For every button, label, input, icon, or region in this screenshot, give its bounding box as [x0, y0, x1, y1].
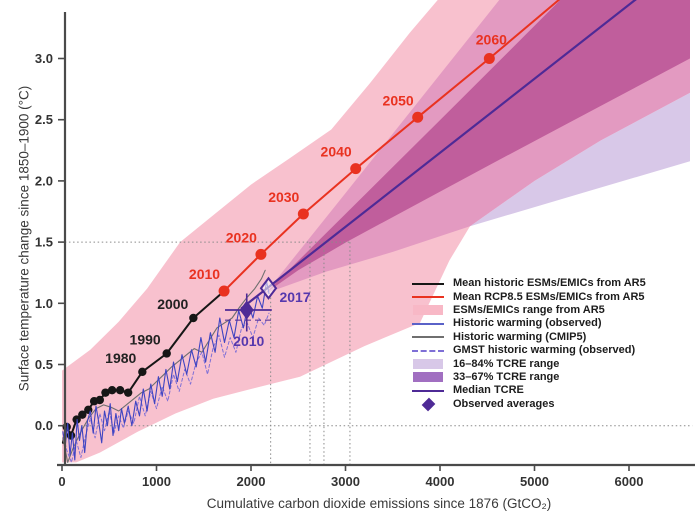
x-tick-label: 3000 — [331, 474, 360, 489]
legend-swatch-line-icon — [412, 332, 444, 343]
legend-swatch-fill-icon — [412, 359, 444, 370]
series-mean-historic-esm-emics-ar5-dot — [162, 349, 171, 358]
y-tick-label: 2.0 — [35, 173, 53, 188]
legend-label: Mean historic ESMs/EMICs from AR5 — [453, 277, 646, 290]
legend-item-4: Historic warming (observed) — [412, 317, 694, 330]
legend-item-1: Mean historic ESMs/EMICs from AR5 — [412, 277, 694, 290]
series-median-tcre — [240, 0, 637, 310]
band-tcre-16-84-in-esm-lower — [265, 58, 690, 294]
legend-swatch-line-icon — [412, 385, 444, 396]
series-mean-historic-esm-emics-ar5 — [61, 290, 226, 444]
legend-label: Observed averages — [453, 397, 555, 410]
year-label-2030: 2030 — [268, 189, 299, 205]
legend: Mean historic ESMs/EMICs from AR5 Mean RC… — [412, 277, 694, 412]
series-mean-rcp85-esm-emics-ar5-dot — [350, 163, 362, 175]
y-tick-label: 1.5 — [35, 235, 53, 250]
year-label-2040: 2040 — [321, 144, 352, 160]
legend-label: 16–84% TCRE range — [453, 357, 560, 370]
x-tick-label: 0 — [58, 474, 65, 489]
legend-label: Mean RCP8.5 ESMs/EMICs from AR5 — [453, 290, 645, 303]
series-mean-rcp85-esm-emics-ar5-dot — [255, 248, 267, 260]
series-mean-historic-esm-emics-ar5-dot — [107, 386, 117, 395]
x-tick-label: 1000 — [142, 474, 171, 489]
y-tick-label: 2.5 — [35, 112, 53, 127]
legend-label: GMST historic warming (observed) — [453, 344, 636, 357]
y-tick-label: 0.0 — [35, 418, 53, 433]
series-mean-historic-esm-emics-ar5-dot — [101, 388, 110, 397]
legend-item-3: ESMs/EMICs range from AR5 — [412, 304, 694, 317]
year-label-2017: 2017 — [279, 289, 310, 305]
legend-swatch-line-icon — [412, 292, 444, 303]
year-label-2020: 2020 — [226, 229, 257, 245]
x-axis-title: Cumulative carbon dioxide emissions sinc… — [206, 496, 552, 511]
year-label-2060: 2060 — [476, 32, 507, 48]
series-mean-historic-esm-emics-ar5-dot — [84, 405, 93, 414]
legend-item-2: Mean RCP8.5 ESMs/EMICs from AR5 — [412, 290, 694, 303]
legend-item-5: Historic warming (CMIP5) — [412, 331, 694, 344]
legend-swatch-line-icon — [412, 278, 444, 289]
y-axis-title: Surface temperature change since 1850–19… — [16, 85, 32, 392]
legend-swatch-diamond-icon — [412, 397, 444, 412]
series-mean-historic-esm-emics-ar5-dot — [138, 367, 147, 377]
legend-label: Historic warming (observed) — [453, 317, 602, 330]
series-historic-warming-observed — [62, 280, 270, 461]
legend-swatch-fill-icon — [412, 305, 444, 316]
legend-item-7: 16–84% TCRE range — [412, 357, 694, 370]
series-mean-historic-esm-emics-ar5-dot — [95, 395, 105, 405]
year-label-2010: 2010 — [189, 266, 220, 282]
x-tick-label: 6000 — [615, 474, 644, 489]
series-mean-historic-esm-emics-ar5-dot — [189, 313, 198, 323]
series-mean-rcp85-esm-emics-ar5-dot — [412, 111, 424, 123]
legend-label: ESMs/EMICs range from AR5 — [453, 303, 605, 316]
legend-item-9: Median TCRE — [412, 384, 694, 397]
year-label-2010: 2010 — [233, 333, 264, 349]
y-tick-label: 3.0 — [35, 51, 53, 66]
year-label-2000: 2000 — [157, 296, 188, 312]
x-tick-label: 2000 — [237, 474, 266, 489]
x-tick-label: 4000 — [426, 474, 455, 489]
series-mean-rcp85-esm-emics-ar5-dot — [297, 208, 309, 220]
legend-item-6: GMST historic warming (observed) — [412, 344, 694, 357]
year-label-1990: 1990 — [130, 331, 161, 347]
legend-swatch-fill-icon — [412, 372, 444, 383]
avg-2017-diamond — [259, 276, 278, 300]
series-mean-rcp85-esm-emics-ar5-dot — [218, 285, 230, 297]
x-tick-label: 5000 — [520, 474, 549, 489]
legend-swatch-line-icon — [412, 318, 444, 329]
band-tcre-16-84-range — [470, 92, 690, 227]
legend-item-10: Observed averages — [412, 397, 694, 412]
series-mean-historic-esm-emics-ar5-dot — [123, 388, 133, 397]
band-tcre-33-67-range — [265, 0, 690, 294]
legend-label: 33–67% TCRE range — [453, 370, 560, 383]
series-historic-warming-cmip5 — [62, 269, 266, 463]
avg-2010-diamond — [239, 300, 254, 320]
band-tcre-16-84-in-esm-upper — [265, 0, 561, 294]
series-mean-historic-esm-emics-ar5-dot — [115, 386, 125, 395]
series-mean-rcp85-esm-emics-ar5-dot — [483, 53, 495, 64]
year-label-2050: 2050 — [383, 92, 414, 108]
legend-item-8: 33–67% TCRE range — [412, 371, 694, 384]
legend-label: Historic warming (CMIP5) — [453, 330, 587, 343]
year-label-1980: 1980 — [105, 350, 136, 366]
legend-label: Median TCRE — [453, 384, 524, 397]
legend-swatch-dashed-icon — [412, 345, 444, 356]
y-tick-label: 1.0 — [35, 296, 53, 311]
series-mean-historic-esm-emics-ar5-dot — [78, 410, 87, 419]
y-tick-label: 0.5 — [35, 357, 53, 372]
